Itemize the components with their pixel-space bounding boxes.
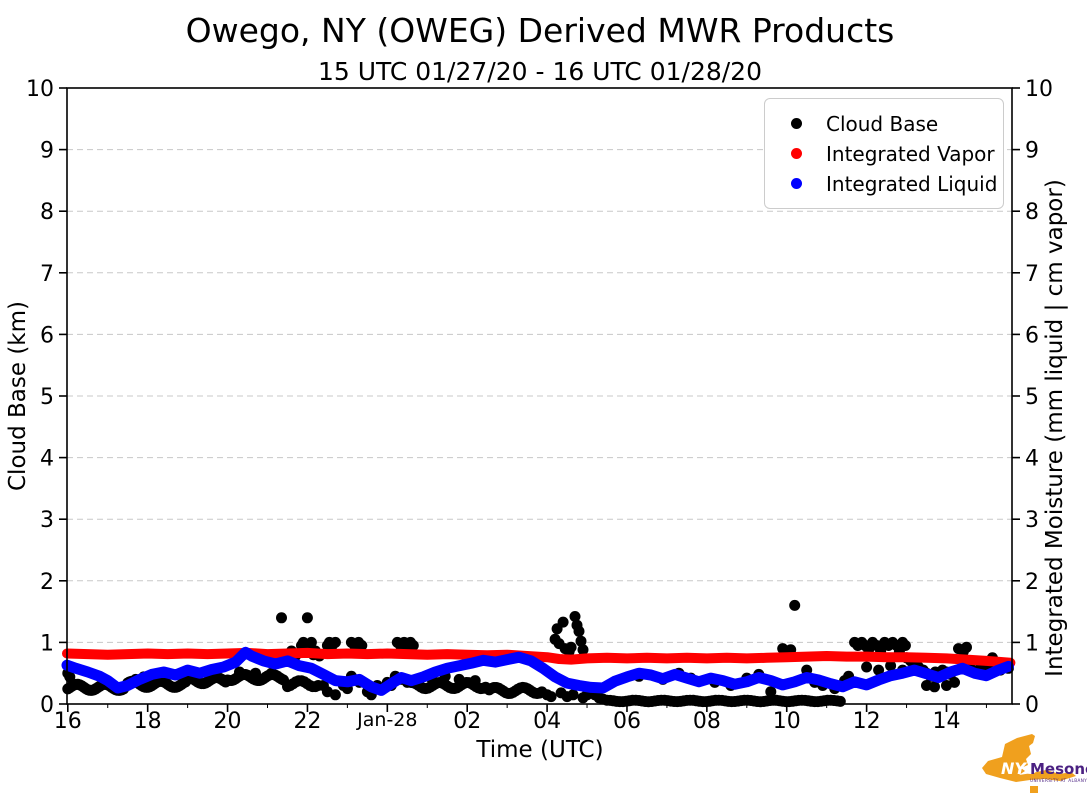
cloud-base-point xyxy=(301,612,313,624)
y-tick-label-right: 2 xyxy=(1025,570,1039,595)
y-tick-label-right: 0 xyxy=(1025,693,1039,718)
legend-item-integrated-liquid: Integrated Liquid xyxy=(779,170,997,197)
x-tick-label: 22 xyxy=(293,709,321,734)
nys-mesonet-logo: NYS Mesonet UNIVERSITY AT ALBANY xyxy=(982,734,1087,793)
cloud-base-point xyxy=(573,625,585,637)
x-tick-label: 18 xyxy=(134,709,162,734)
integrated-vapor-marker-icon xyxy=(791,148,802,159)
x-tick-label: Jan-28 xyxy=(356,709,417,731)
cloud-base-point xyxy=(577,644,589,656)
cloud-base-point xyxy=(250,667,261,679)
legend-label: Cloud Base xyxy=(826,111,939,136)
cloud-base-point xyxy=(453,673,465,685)
y-tick-label-left: 9 xyxy=(40,139,54,164)
cloud-base-point xyxy=(356,640,368,651)
y-tick-label-right: 10 xyxy=(1025,77,1053,102)
chart-subtitle: 15 UTC 01/27/20 - 16 UTC 01/28/20 xyxy=(318,57,762,86)
x-tick-label: 02 xyxy=(453,709,481,734)
cloud-base-point xyxy=(305,636,317,648)
x-tick-label: 04 xyxy=(533,709,561,734)
legend-item-integrated-vapor: Integrated Vapor xyxy=(779,140,995,167)
y-tick-label-left: 5 xyxy=(40,385,54,410)
series-integrated-liquid xyxy=(61,646,1014,696)
y-tick-label-right: 5 xyxy=(1025,385,1039,410)
legend-label: Integrated Vapor xyxy=(826,141,995,166)
series-integrated-vapor xyxy=(62,647,1016,668)
cloud-base-point xyxy=(834,695,846,707)
tick-labels: 16 18 20 22 Jan-28 02 04 06 08 10 12 140 01 12 23 34 45 5… xyxy=(26,77,1053,734)
y-tick-label-right: 8 xyxy=(1025,200,1039,225)
logo-nys-text: NYS xyxy=(1001,759,1038,778)
y-tick-label-right: 1 xyxy=(1025,631,1039,656)
x-tick-label: 08 xyxy=(693,709,721,734)
cloud-base-point xyxy=(873,664,885,676)
cloud-base-point xyxy=(789,599,801,611)
cloud-base-point xyxy=(899,640,911,651)
logo-mesonet-text: Mesonet xyxy=(1030,760,1087,778)
y-tick-label-right: 3 xyxy=(1025,508,1039,533)
y-tick-label-left: 7 xyxy=(40,262,54,287)
y-tick-label-left: 0 xyxy=(40,693,54,718)
y-axis-label-left: Cloud Base (km) xyxy=(5,301,31,491)
cloud-base-point xyxy=(567,689,579,701)
ny-state-icon xyxy=(982,734,1076,782)
cloud-base-point xyxy=(266,667,277,679)
y-tick-label-right: 6 xyxy=(1025,323,1039,348)
axes xyxy=(59,87,1020,712)
cloud-base-point xyxy=(545,691,557,703)
y-tick-label-left: 2 xyxy=(40,570,54,595)
legend-label: Integrated Liquid xyxy=(826,171,998,196)
cloud-base-point xyxy=(407,640,419,651)
x-tick-label: 16 xyxy=(54,709,82,734)
y-tick-label-right: 4 xyxy=(1025,447,1039,472)
cloud-base-point xyxy=(565,641,577,653)
logo-square-icon xyxy=(1030,786,1038,793)
cloud-base-point xyxy=(885,660,897,672)
x-axis-label: Time (UTC) xyxy=(475,737,603,763)
x-tick-label: 20 xyxy=(214,709,242,734)
cloud-base-point xyxy=(557,616,569,628)
legend-item-cloud-base: Cloud Base xyxy=(779,110,987,137)
y-tick-label-left: 3 xyxy=(40,508,54,533)
gridlines xyxy=(67,149,1012,643)
logo-tagline-text: UNIVERSITY AT ALBANY xyxy=(1030,778,1087,783)
cloud-base-marker-icon xyxy=(791,118,802,129)
y-tick-label-left: 10 xyxy=(26,77,54,102)
y-tick-label-left: 4 xyxy=(40,447,54,472)
cloud-base-point xyxy=(569,611,581,622)
cloud-base-point xyxy=(929,681,940,693)
x-tick-label: 14 xyxy=(932,709,960,734)
y-tick-label-right: 9 xyxy=(1025,139,1039,164)
y-tick-label-left: 1 xyxy=(40,631,54,656)
y-tick-label-right: 7 xyxy=(1025,262,1039,287)
cloud-base-point xyxy=(329,689,341,701)
cloud-base-point xyxy=(597,693,609,705)
y-tick-label-left: 8 xyxy=(40,200,54,225)
cloud-base-point xyxy=(765,686,777,698)
chart-title: Owego, NY (OWEG) Derived MWR Products xyxy=(186,11,895,50)
cloud-base-point xyxy=(575,635,587,647)
x-tick-label: 10 xyxy=(773,709,801,734)
legend: Cloud Base Integrated Vapor Integrated L… xyxy=(764,98,1004,209)
integrated-liquid-marker-icon xyxy=(791,178,802,189)
x-tick-label: 12 xyxy=(853,709,881,734)
cloud-base-point xyxy=(949,676,960,688)
x-tick-label: 06 xyxy=(613,709,641,734)
data-series xyxy=(61,599,1016,708)
cloud-base-point xyxy=(329,636,341,648)
y-tick-label-left: 6 xyxy=(40,323,54,348)
cloud-base-point xyxy=(276,612,287,624)
cloud-base-point xyxy=(469,675,481,687)
cloud-base-point xyxy=(961,641,972,653)
y-axis-label-right: Integrated Moisture (mm liquid | cm vapo… xyxy=(1042,179,1068,677)
cloud-base-point xyxy=(861,661,873,673)
cloud-base-point xyxy=(234,666,245,678)
